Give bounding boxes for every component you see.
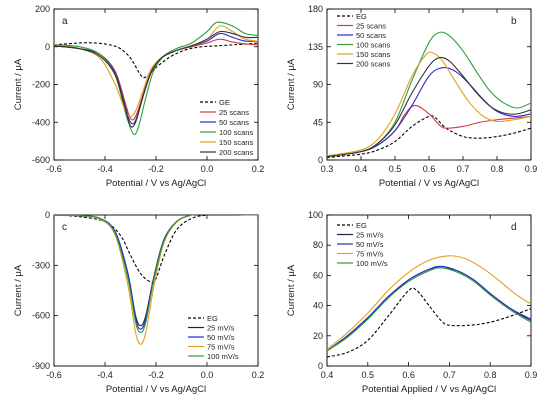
- series-line: [327, 67, 531, 158]
- series-line: [327, 265, 531, 352]
- series-line: [327, 267, 531, 352]
- y-tick-label: 0: [318, 361, 323, 371]
- panel-letter: a: [62, 16, 68, 27]
- x-tick-label: 0.0: [201, 370, 214, 380]
- panel-letter: b: [511, 16, 517, 27]
- y-tick-label: 60: [313, 270, 323, 280]
- panel-letter: d: [511, 222, 517, 233]
- x-axis-title: Potential / V vs Ag/AgCl: [379, 178, 479, 189]
- legend-label: 50 mV/s: [207, 333, 235, 342]
- series-line: [327, 56, 531, 158]
- x-tick-label: 0.9: [525, 164, 538, 174]
- x-tick-label: 0.5: [362, 370, 375, 380]
- x-tick-label: -0.2: [148, 164, 164, 174]
- panel-c: -0.6 -0.4 -0.2 0.0 0.2 -900 -600 -300 0 Potential…: [13, 210, 264, 395]
- series-line: [54, 215, 258, 345]
- x-tick-label: -0.6: [46, 370, 62, 380]
- legend-label: 150 scans: [219, 138, 253, 147]
- x-tick-label: -0.4: [97, 164, 113, 174]
- x-axis-title: Potential Applied / V vs Ag/AgCl: [362, 384, 496, 395]
- y-axis-title: Current / μA: [13, 264, 24, 316]
- panel-letter: c: [62, 222, 67, 233]
- y-tick-label: 45: [313, 117, 323, 127]
- series-line: [327, 51, 531, 157]
- y-tick-label: 20: [313, 331, 323, 341]
- y-tick-label: 40: [313, 301, 323, 311]
- legend-label: 25 mV/s: [207, 324, 235, 333]
- x-tick-label: 0.6: [423, 164, 436, 174]
- x-tick-label: 0.9: [525, 370, 538, 380]
- legend-label: 150 scans: [356, 50, 390, 59]
- y-tick-label: -300: [32, 260, 50, 270]
- y-tick-label: 90: [313, 80, 323, 90]
- y-axis-title: Current / μA: [286, 264, 297, 316]
- y-tick-label: 0: [45, 210, 50, 220]
- y-tick-label: 180: [308, 4, 323, 14]
- y-tick-label: 80: [313, 240, 323, 250]
- legend-label: GE: [219, 98, 230, 107]
- y-tick-label: -200: [32, 80, 50, 90]
- panel-b: 0.3 0.4 0.5 0.6 0.7 0.8 0.9 0 45 90 135 180 Potentia…: [286, 4, 537, 189]
- series-line: [327, 267, 531, 352]
- x-tick-label: 0.8: [491, 164, 504, 174]
- legend-label: EG: [356, 221, 367, 230]
- y-tick-label: -400: [32, 117, 50, 127]
- x-tick-label: -0.2: [148, 370, 164, 380]
- x-tick-label: 0.2: [252, 164, 265, 174]
- series-line: [327, 115, 531, 159]
- x-tick-label: 0.7: [443, 370, 456, 380]
- legend-label: 25 mV/s: [356, 231, 384, 240]
- x-tick-label: 0.7: [457, 164, 470, 174]
- legend-label: 100 mV/s: [356, 259, 388, 268]
- legend-label: 200 scans: [219, 148, 253, 157]
- legend-label: 200 scans: [356, 60, 390, 69]
- x-tick-label: 0.0: [201, 164, 214, 174]
- plot-frame: [326, 214, 532, 367]
- legend-label: 100 scans: [219, 128, 253, 137]
- legend-label: 100 scans: [356, 41, 390, 50]
- y-tick-label: 0: [45, 42, 50, 52]
- y-axis-title: Current / μA: [286, 58, 297, 110]
- x-axis-title: Potential / V vs Ag/AgCl: [106, 178, 206, 189]
- x-tick-label: 0.6: [402, 370, 415, 380]
- x-tick-label: 0.3: [321, 164, 334, 174]
- x-tick-label: 0.2: [252, 370, 265, 380]
- series-line: [327, 255, 531, 350]
- series-line: [54, 42, 258, 79]
- legend-label: EG: [207, 314, 218, 323]
- legend-label: 75 mV/s: [356, 250, 384, 259]
- series-line: [54, 215, 258, 333]
- legend-label: 75 mV/s: [207, 343, 235, 352]
- panel-a: -0.6 -0.4 -0.2 0.0 0.2 -600 -400 -200 0 200 Potent…: [13, 4, 264, 189]
- x-tick-label: 0.8: [484, 370, 497, 380]
- y-tick-label: -600: [32, 155, 50, 165]
- y-tick-label: 0: [318, 155, 323, 165]
- y-tick-label: 100: [308, 210, 323, 220]
- x-tick-label: 0.5: [389, 164, 402, 174]
- series-line: [54, 38, 258, 121]
- x-tick-label: 0.4: [321, 370, 334, 380]
- legend-label: 50 scans: [219, 118, 249, 127]
- series-line: [54, 25, 258, 118]
- x-tick-label: -0.4: [97, 370, 113, 380]
- y-tick-label: 135: [308, 42, 323, 52]
- series-line: [54, 30, 258, 128]
- y-tick-label: 200: [35, 4, 50, 14]
- legend-label: 25 scans: [219, 108, 249, 117]
- panel-d: 0.4 0.5 0.6 0.7 0.8 0.9 0 20 40 60 80 100 Potential …: [286, 210, 537, 395]
- legend-label: 50 mV/s: [356, 240, 384, 249]
- x-axis-title: Potential / V vs Ag/AgCl: [106, 384, 206, 395]
- legend-label: 50 scans: [356, 31, 386, 40]
- legend-label: 25 scans: [356, 22, 386, 31]
- y-tick-label: -900: [32, 361, 50, 371]
- y-axis-title: Current / μA: [13, 58, 24, 110]
- x-tick-label: 0.4: [355, 164, 368, 174]
- y-tick-label: -600: [32, 311, 50, 321]
- legend-label: EG: [356, 12, 367, 21]
- legend-label: 100 mV/s: [207, 352, 239, 361]
- x-tick-label: -0.6: [46, 164, 62, 174]
- series-line: [327, 287, 531, 358]
